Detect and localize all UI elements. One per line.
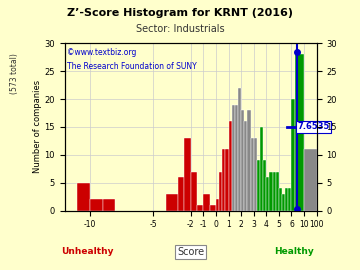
Bar [77,183,90,211]
Bar [244,121,247,211]
Bar [197,205,203,211]
Bar [263,160,266,211]
Bar [90,200,103,211]
Bar [225,149,229,211]
Bar [238,88,241,211]
Text: Healthy: Healthy [274,247,314,256]
Text: Unhealthy: Unhealthy [61,247,114,256]
Y-axis label: Number of companies: Number of companies [33,80,42,173]
Text: The Research Foundation of SUNY: The Research Foundation of SUNY [67,62,197,71]
Text: ©www.textbiz.org: ©www.textbiz.org [67,48,137,57]
Bar [166,194,178,211]
Bar [276,171,279,211]
Bar [292,99,294,211]
Text: Sector: Industrials: Sector: Industrials [136,24,224,34]
Bar [235,104,238,211]
Text: 7.6535: 7.6535 [298,122,330,131]
Bar [273,171,276,211]
Bar [219,171,222,211]
Bar [231,104,235,211]
Bar [260,127,263,211]
Bar [288,188,292,211]
Bar [294,54,304,211]
Bar [184,138,191,211]
Bar [103,200,115,211]
Bar [178,177,184,211]
Bar [241,110,244,211]
Bar [222,149,225,211]
Text: (573 total): (573 total) [10,53,19,94]
Bar [229,121,231,211]
Bar [210,205,216,211]
Bar [285,188,288,211]
Bar [254,138,257,211]
Bar [257,160,260,211]
Bar [304,149,317,211]
Bar [279,188,282,211]
Bar [269,171,273,211]
Bar [216,200,219,211]
Bar [282,194,285,211]
Bar [251,138,254,211]
Text: Z’-Score Histogram for KRNT (2016): Z’-Score Histogram for KRNT (2016) [67,8,293,18]
Bar [191,171,197,211]
Text: Score: Score [177,247,204,257]
Bar [247,110,251,211]
Bar [203,194,210,211]
Bar [266,177,269,211]
